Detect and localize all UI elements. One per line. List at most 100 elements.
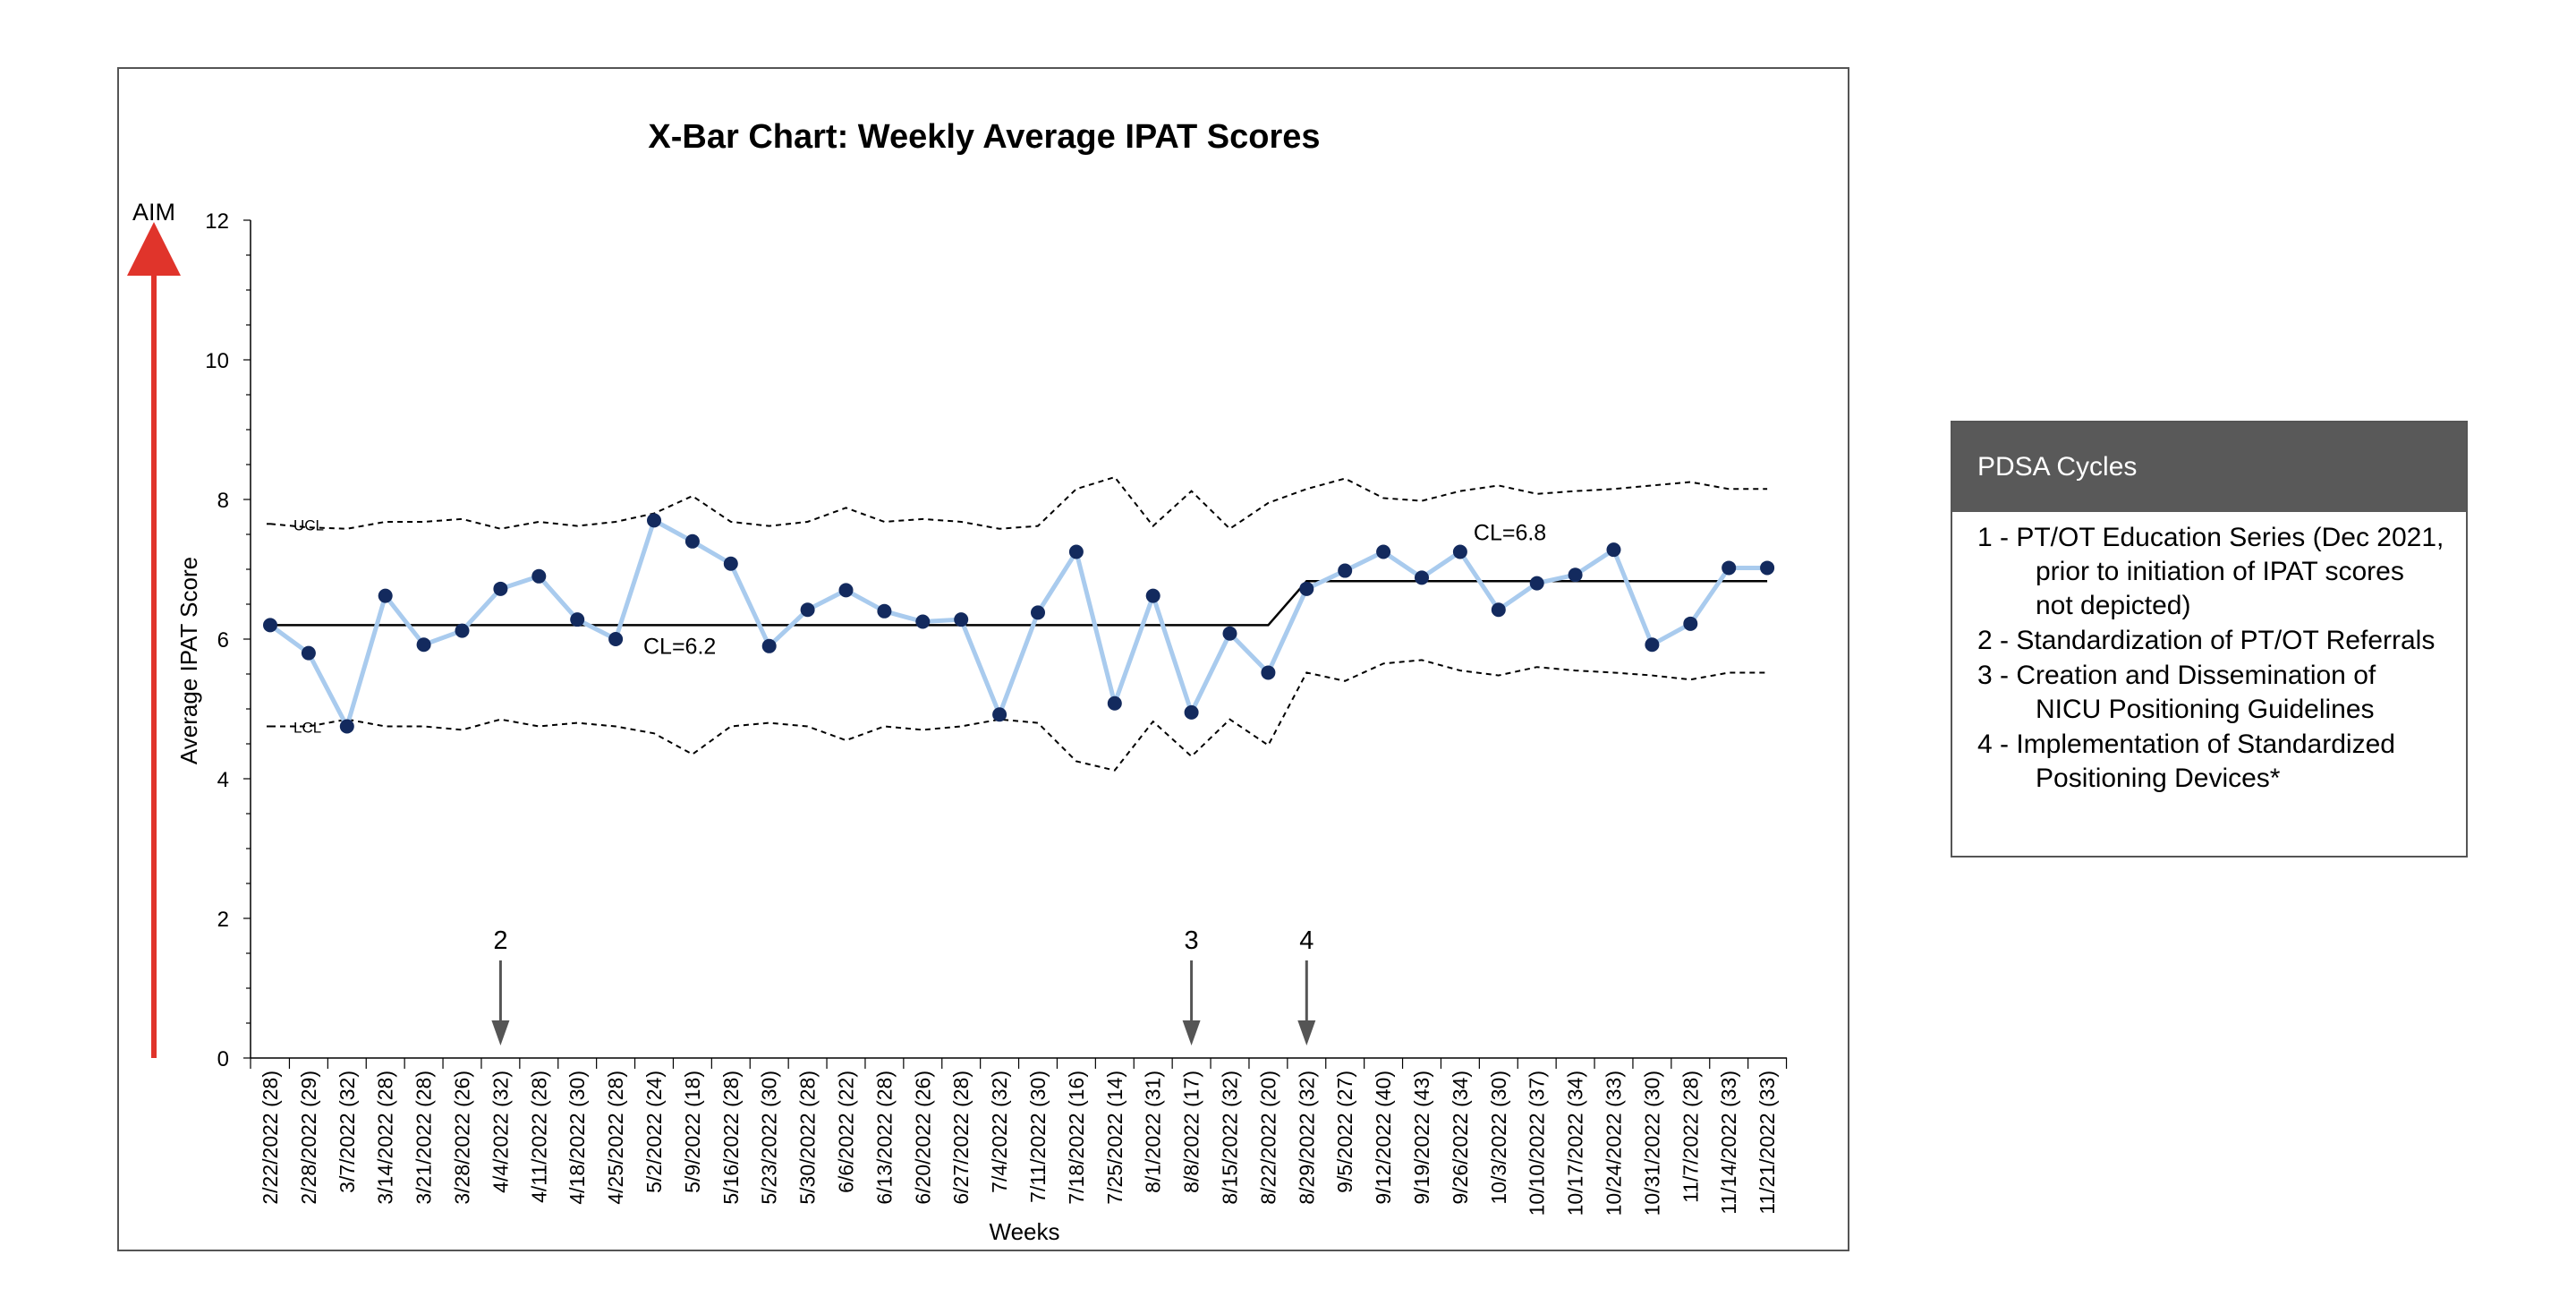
cl-label-2: CL=6.8 bbox=[1474, 520, 1546, 545]
data-point bbox=[954, 612, 969, 627]
data-point bbox=[1529, 576, 1544, 591]
data-point bbox=[877, 603, 892, 619]
y-axis-label: Average IPAT Score bbox=[175, 557, 202, 764]
axes: 0 2 4 6 8 10 12 2/22/2022 (28) 2/28/2022 (29) 3/7… bbox=[205, 209, 1788, 1216]
data-point bbox=[647, 513, 661, 528]
annotation-label: 3 bbox=[1185, 926, 1199, 955]
chart-frame bbox=[117, 67, 1849, 1251]
x-tick-label: 9/5/2022 (27) bbox=[1333, 1071, 1356, 1193]
x-tick-label: 8/8/2022 (17) bbox=[1180, 1071, 1203, 1193]
ucl-line bbox=[269, 475, 1768, 531]
pdsa-annotations: 2 3 4 bbox=[491, 926, 1316, 1045]
data-point bbox=[1145, 588, 1160, 603]
data-series bbox=[263, 513, 1775, 734]
x-tick-label: 5/30/2022 (28) bbox=[796, 1071, 820, 1205]
data-point bbox=[1760, 560, 1775, 576]
x-tick-label: 2/22/2022 (28) bbox=[259, 1071, 282, 1205]
lcl-label: LCL bbox=[293, 720, 321, 737]
data-point bbox=[1299, 581, 1314, 596]
y-tick-label: 2 bbox=[217, 908, 229, 932]
x-tick-label: 7/25/2022 (14) bbox=[1103, 1071, 1126, 1205]
x-tick-label: 10/10/2022 (37) bbox=[1526, 1071, 1549, 1216]
x-tick-label: 4/11/2022 (28) bbox=[527, 1071, 550, 1203]
x-tick-label: 6/13/2022 (28) bbox=[872, 1071, 896, 1205]
data-point bbox=[608, 632, 624, 646]
x-tick-label: 6/6/2022 (22) bbox=[835, 1071, 858, 1193]
data-point bbox=[570, 612, 585, 627]
data-point bbox=[1645, 637, 1660, 653]
y-tick-label: 12 bbox=[205, 209, 229, 234]
x-tick-label: 7/4/2022 (32) bbox=[988, 1071, 1011, 1193]
data-point bbox=[378, 588, 393, 603]
data-point bbox=[1338, 563, 1353, 578]
y-tick-label: 6 bbox=[217, 628, 229, 653]
x-tick-label: 3/28/2022 (26) bbox=[451, 1071, 474, 1205]
data-point bbox=[301, 645, 316, 661]
cl-label-1: CL=6.2 bbox=[643, 634, 716, 659]
x-tick-label: 4/25/2022 (28) bbox=[604, 1071, 627, 1205]
data-point bbox=[1376, 544, 1391, 559]
data-point bbox=[263, 618, 277, 633]
x-tick-label: 10/3/2022 (30) bbox=[1487, 1071, 1510, 1205]
x-tick-label: 6/20/2022 (26) bbox=[911, 1071, 934, 1205]
lcl-line bbox=[270, 659, 1768, 772]
y-tick-label: 10 bbox=[205, 349, 229, 373]
annotation-arrow-head bbox=[1297, 1020, 1316, 1045]
x-tick-label: 3/7/2022 (32) bbox=[336, 1071, 359, 1193]
data-point bbox=[1415, 570, 1429, 585]
y-tick-label: 8 bbox=[217, 489, 229, 513]
data-point bbox=[493, 581, 508, 596]
data-point bbox=[1184, 704, 1199, 720]
data-point bbox=[1031, 605, 1045, 620]
legend-list: 1 - PT/OT Education Series (Dec 2021, pr… bbox=[1952, 512, 2466, 796]
data-point bbox=[723, 556, 738, 571]
data-point bbox=[1683, 616, 1698, 631]
y-tick-label: 0 bbox=[217, 1047, 229, 1071]
x-tick-label: 3/21/2022 (28) bbox=[412, 1071, 436, 1205]
x-tick-label: 11/7/2022 (28) bbox=[1679, 1071, 1702, 1203]
x-tick-label: 5/23/2022 (30) bbox=[758, 1071, 781, 1205]
legend-item-3: 3 - Creation and Dissemination of NICU P… bbox=[1977, 661, 2376, 724]
data-point bbox=[1068, 544, 1084, 559]
data-point bbox=[761, 638, 777, 653]
data-point bbox=[1722, 560, 1737, 576]
legend-title: PDSA Cycles bbox=[1952, 422, 2466, 512]
x-tick-label: 8/15/2022 (32) bbox=[1219, 1071, 1242, 1205]
data-point bbox=[455, 623, 470, 638]
annotation-label: 4 bbox=[1299, 926, 1314, 955]
data-point bbox=[339, 719, 354, 734]
x-tick-label: 9/19/2022 (43) bbox=[1410, 1071, 1433, 1205]
data-point bbox=[1606, 542, 1621, 558]
aim-label: AIM bbox=[132, 199, 175, 226]
x-tick-label: 9/12/2022 (40) bbox=[1372, 1071, 1395, 1205]
data-point bbox=[1452, 544, 1467, 559]
x-tick-label: 10/31/2022 (30) bbox=[1640, 1071, 1663, 1216]
x-axis-label: Weeks bbox=[990, 1218, 1060, 1245]
data-point bbox=[1568, 567, 1583, 583]
x-tick-label: 10/17/2022 (34) bbox=[1564, 1071, 1587, 1216]
data-point bbox=[416, 637, 431, 653]
annotation-arrow-head bbox=[491, 1020, 510, 1045]
x-tick-label: 7/18/2022 (16) bbox=[1065, 1071, 1088, 1205]
x-tick-label: 3/14/2022 (28) bbox=[374, 1071, 397, 1205]
data-point bbox=[1261, 665, 1276, 680]
x-tick-label: 2/28/2022 (29) bbox=[297, 1071, 320, 1205]
chart-title: X-Bar Chart: Weekly Average IPAT Scores bbox=[648, 118, 1320, 156]
data-point bbox=[1491, 602, 1506, 618]
data-point bbox=[684, 533, 700, 549]
data-line bbox=[268, 517, 1768, 729]
x-tick-label: 11/14/2022 (33) bbox=[1717, 1071, 1740, 1215]
x-tick-label: 8/22/2022 (20) bbox=[1256, 1071, 1279, 1205]
x-tick-label: 9/26/2022 (34) bbox=[1449, 1071, 1472, 1205]
data-point bbox=[1222, 626, 1237, 641]
legend-item-4: 4 - Implementation of Standardized Posit… bbox=[1977, 730, 2395, 793]
pdsa-legend: PDSA Cycles 1 - PT/OT Education Series (… bbox=[1951, 421, 2468, 858]
annotation-arrow-head bbox=[1182, 1020, 1201, 1045]
x-tick-label: 5/2/2022 (24) bbox=[642, 1071, 666, 1193]
data-point bbox=[800, 602, 815, 618]
x-tick-label: 11/21/2022 (33) bbox=[1756, 1071, 1779, 1215]
data-point bbox=[838, 583, 854, 598]
data-point bbox=[1107, 695, 1122, 711]
data-point bbox=[992, 707, 1007, 722]
